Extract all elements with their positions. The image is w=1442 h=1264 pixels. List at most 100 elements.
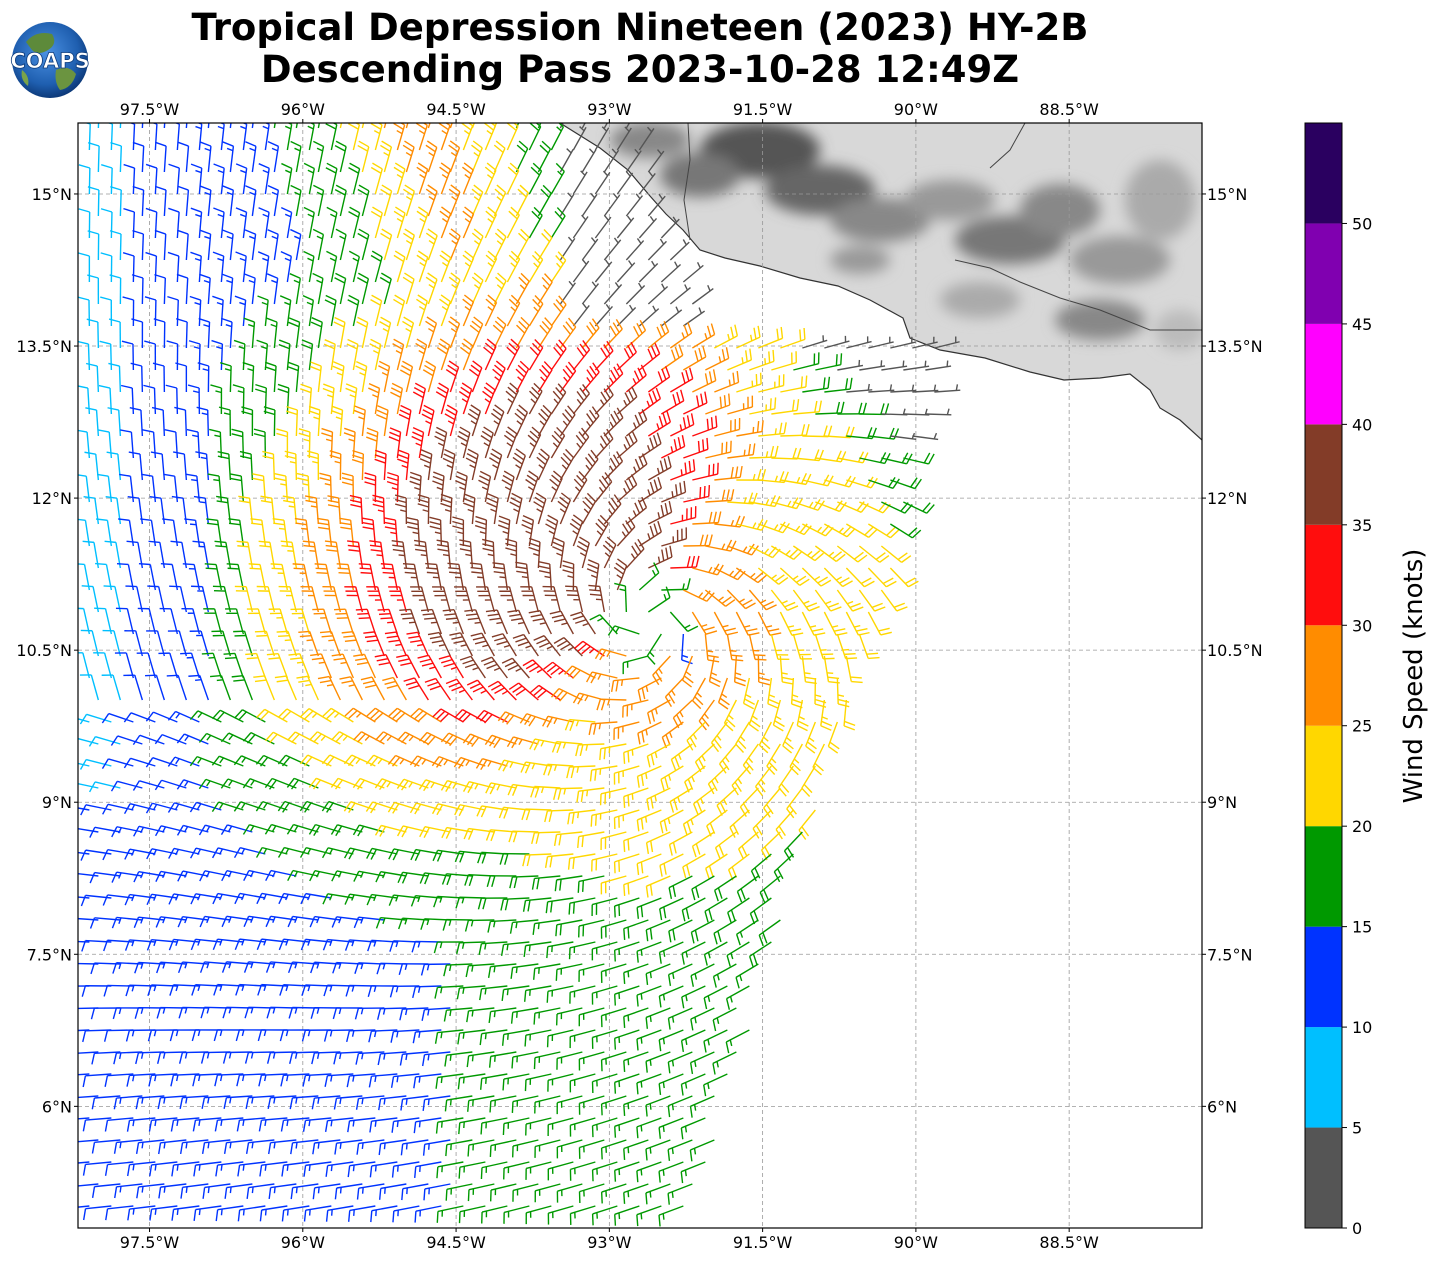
wind-barb [266,317,278,349]
wind-barb [312,1139,341,1155]
wind-barb [521,515,535,547]
wind-barb [575,743,605,757]
wind-barb [274,675,298,701]
wind-barb [325,123,338,151]
lat-tick-label-right: 12°N [1207,489,1247,508]
wind-barb [600,831,627,850]
wind-barb [692,415,718,437]
wind-barb [528,537,541,569]
wind-barb [357,228,370,261]
wind-barb [78,1007,99,1010]
wind-barb [102,803,134,815]
wind-barb [214,1117,244,1132]
wind-barb [692,787,715,815]
wind-barb [533,1051,561,1070]
wind-barb [353,405,366,437]
wind-barb [277,383,290,415]
wind-barb [506,206,520,239]
wind-barb [667,1183,693,1205]
wind-barb [243,317,256,349]
wind-barb [400,1095,429,1111]
wind-barb [889,567,919,588]
lon-ticks-top: 97.5°W 96°W 94.5°W 93°W 91.5°W 90°W 88.5°W [120,100,1099,123]
wind-barb [413,1073,442,1089]
wind-barb [445,678,473,701]
wind-barb [355,1051,385,1065]
wind-barb [267,229,279,261]
wind-barb [750,853,772,882]
wind-barb [594,126,610,151]
wind-barb [645,1095,671,1117]
wind-barb [648,500,673,525]
wind-barb [692,462,719,481]
wind-barb [346,1029,376,1043]
wind-barb [255,800,288,812]
wind-barb [347,123,361,151]
wind-barb [447,562,465,591]
wind-barb [912,336,938,349]
wind-barb [339,123,343,129]
wind-barb [692,511,722,525]
wind-barb [382,676,407,701]
wind-barb [659,809,684,834]
wind-barb [467,1095,495,1112]
wind-barb [256,892,288,905]
wind-barb [425,184,438,217]
wind-barb [220,824,253,836]
wind-barb [211,755,244,767]
wind-barb [136,652,157,679]
wind-barb [514,404,529,437]
wind-barb [191,585,210,613]
wind-barb [509,919,539,934]
wind-barb [308,777,341,790]
wind-barb [317,675,341,701]
wind-barb [412,382,427,415]
wind-barb [594,648,627,661]
wind-barb [780,423,810,437]
wind-barb [108,362,122,393]
wind-barb [742,677,756,710]
wind-barb [736,875,759,903]
wind-barb [487,963,517,978]
wind-barb [409,802,442,815]
wind-barb [576,787,605,803]
wind-barb [142,429,157,459]
wind-barb [347,1205,376,1222]
wind-barb [220,362,232,393]
wind-barb [485,609,509,635]
wind-barb [290,1183,319,1200]
wind-barb [636,765,662,788]
wind-barb [537,317,553,349]
wind-barb [603,193,621,217]
wind-barb [613,721,640,740]
wind-barb [403,228,415,261]
wind-barb [616,170,634,195]
wind-barb [201,1139,231,1155]
wind-barb [458,1117,486,1135]
wind-barb [179,1095,209,1110]
wind-barb [388,586,408,613]
wind-barb [177,870,209,882]
wind-barb [522,659,552,679]
wind-barb [814,633,835,660]
wind-barb [231,675,254,701]
wind-barb [245,652,267,679]
wind-barb [78,851,90,855]
wind-barb [110,735,143,746]
wind-barb [525,1161,552,1180]
wind-barb [559,123,564,129]
wind-barb [255,383,267,415]
wind-barb [113,1095,143,1110]
wind-barb [703,1029,728,1053]
terrain-shading [610,123,1202,350]
wind-barb [550,251,567,283]
wind-barb [525,1205,552,1225]
wind-barb [207,123,210,129]
wind-barb [572,471,588,503]
wind-barb [221,915,253,928]
wind-barb [658,1205,684,1227]
wind-barb [436,1205,464,1223]
wind-barb [215,1161,244,1177]
wind-barb [98,384,113,415]
wind-barb [836,633,858,660]
